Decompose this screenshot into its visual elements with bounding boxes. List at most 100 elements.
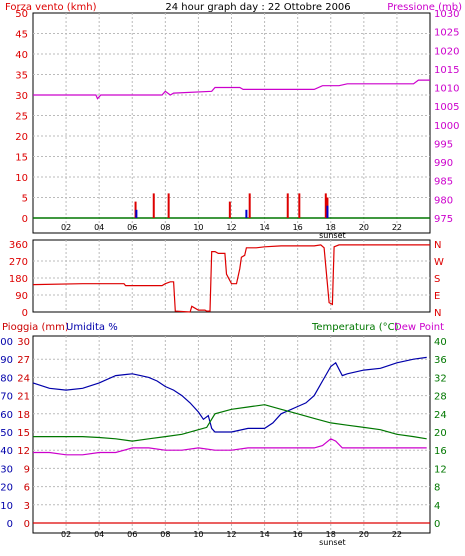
x-tick-label: 16 — [293, 223, 303, 232]
wind-gust-bar — [298, 193, 301, 218]
temperature-y-tick-label: 0 — [434, 519, 440, 530]
pressure-y-tick-label: 1025 — [434, 28, 459, 39]
humidity-y-tick-label: 90 — [0, 355, 13, 366]
temperature-y-tick-label: 28 — [434, 392, 447, 403]
wind-y-tick-label: 15 — [15, 153, 28, 164]
x-tick-label: 18 — [326, 223, 336, 232]
pressure-series-line — [33, 79, 430, 100]
pressure-y-tick-label: 1000 — [434, 121, 459, 132]
humidity-y-tick-label: 70 — [0, 392, 13, 403]
pressure-y-tick-label: 995 — [434, 139, 453, 150]
compass-tick-label: S — [434, 274, 440, 285]
wind-gust-bar — [167, 193, 170, 218]
compass-tick-label: N — [434, 240, 441, 251]
rain-y-tick-label: 24 — [17, 373, 30, 384]
humidity-y-tick-label: 60 — [0, 410, 13, 421]
rain-y-tick-label: 12 — [17, 446, 30, 457]
wind-direction-line — [32, 244, 430, 313]
temperature-y-tick-label: 40 — [434, 337, 447, 348]
wind-gust-bar — [228, 201, 231, 218]
humidity-y-tick-label: 80 — [0, 373, 13, 384]
pressure-axis-title: Pressione (mb) — [387, 2, 462, 13]
temperature-series-line — [33, 404, 427, 442]
x-tick-label: 14 — [259, 530, 269, 539]
wind-y-tick-label: 10 — [15, 173, 28, 184]
rain-y-tick-label: 9 — [24, 464, 30, 475]
rain-y-tick-label: 6 — [24, 483, 30, 494]
wind-y-tick-label: 0 — [22, 214, 28, 225]
x-tick-label: 10 — [193, 530, 203, 539]
wind-gust-bar — [152, 193, 155, 218]
wind-y-tick-label: 40 — [15, 50, 28, 61]
x-tick-label: 14 — [259, 223, 269, 232]
x-tick-label: 08 — [160, 530, 170, 539]
wind-y-tick-label: 30 — [15, 91, 28, 102]
sunset-marker-label: sunset — [319, 538, 346, 547]
temperature-y-tick-label: 12 — [434, 464, 447, 475]
humidity-y-tick-label: 30 — [0, 464, 13, 475]
temperature-y-tick-label: 16 — [434, 446, 447, 457]
wind-mean-bar — [135, 209, 138, 218]
wind-y-tick-label: 50 — [15, 9, 28, 20]
dewpoint-series-line — [33, 438, 427, 456]
x-tick-label: 16 — [293, 530, 303, 539]
x-tick-label: 12 — [226, 530, 236, 539]
pressure-y-tick-label: 990 — [434, 158, 453, 169]
direction-y-tick-label: 270 — [9, 257, 28, 268]
humidity-series-line — [32, 356, 427, 433]
compass-tick-label: W — [434, 257, 444, 268]
humidity-y-tick-label: 0 — [7, 519, 13, 530]
direction-y-tick-label: 180 — [9, 274, 28, 285]
wind-y-tick-label: 35 — [15, 71, 28, 82]
temperature-y-tick-label: 32 — [434, 373, 447, 384]
temperature-y-tick-label: 24 — [434, 410, 447, 421]
x-tick-label: 18 — [326, 530, 336, 539]
wind-mean-bar — [245, 209, 248, 218]
compass-tick-label: N — [434, 308, 441, 319]
wind-gust-bar — [248, 193, 251, 218]
x-tick-label: 12 — [226, 223, 236, 232]
temperature-axis-title: Temperatura (°C) — [311, 322, 399, 333]
x-tick-label: 02 — [61, 530, 71, 539]
x-tick-label: 20 — [359, 223, 369, 232]
temperature-y-tick-label: 20 — [434, 428, 447, 439]
humidity-y-tick-label: 10 — [0, 501, 13, 512]
pressure-y-tick-label: 975 — [434, 214, 453, 225]
pressure-y-tick-label: 1010 — [434, 84, 459, 95]
rain-y-tick-label: 3 — [24, 501, 30, 512]
x-tick-label: 22 — [392, 223, 402, 232]
wind-y-tick-label: 45 — [15, 30, 28, 41]
x-tick-label: 06 — [127, 530, 137, 539]
wind-mean-bar — [326, 205, 329, 218]
humidity-y-tick-label: 20 — [0, 483, 13, 494]
chart-title: 24 hour graph day : 22 Ottobre 2006 — [165, 2, 350, 13]
pressure-y-tick-label: 1030 — [434, 9, 459, 20]
compass-tick-label: E — [434, 291, 440, 302]
rain-y-tick-label: 15 — [17, 428, 30, 439]
x-tick-label: 02 — [61, 223, 71, 232]
rain-y-tick-label: 21 — [17, 392, 30, 403]
humidity-axis-title: Umidita % — [66, 322, 118, 333]
pressure-y-tick-label: 980 — [434, 195, 453, 206]
x-tick-label: 22 — [392, 530, 402, 539]
x-tick-label: 04 — [94, 530, 104, 539]
pressure-y-tick-label: 1005 — [434, 102, 459, 113]
pressure-y-tick-label: 1015 — [434, 65, 459, 76]
rain-y-tick-label: 18 — [17, 410, 30, 421]
temperature-y-tick-label: 8 — [434, 483, 440, 494]
humidity-y-tick-label: 50 — [0, 428, 13, 439]
wind-gust-bar — [286, 193, 289, 218]
x-tick-label: 04 — [94, 223, 104, 232]
temperature-y-tick-label: 36 — [434, 355, 447, 366]
wind-y-tick-label: 5 — [22, 194, 28, 205]
rain-y-tick-label: 30 — [17, 337, 30, 348]
dewpoint-axis-title: Dew Point — [394, 322, 444, 333]
temperature-y-tick-label: 4 — [434, 501, 440, 512]
rain-y-tick-label: 0 — [24, 519, 30, 530]
wind-gust-bar — [324, 193, 327, 218]
wind-y-tick-label: 25 — [15, 112, 28, 123]
direction-y-tick-label: 0 — [22, 308, 28, 319]
